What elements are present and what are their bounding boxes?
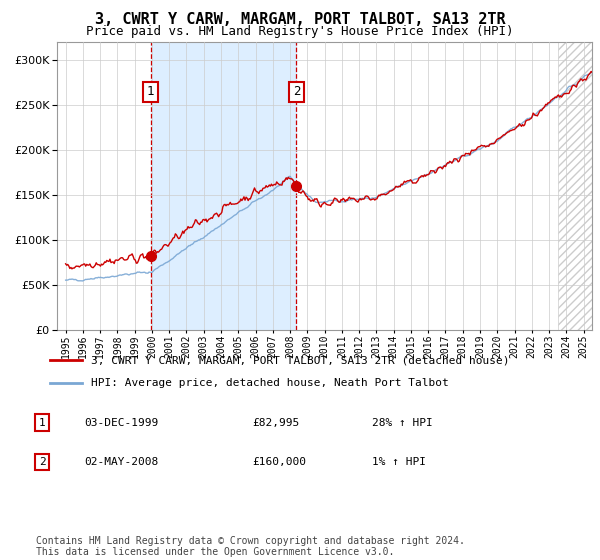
Text: 1: 1 — [147, 85, 154, 98]
Text: HPI: Average price, detached house, Neath Port Talbot: HPI: Average price, detached house, Neat… — [91, 378, 448, 388]
Text: £82,995: £82,995 — [252, 418, 299, 428]
Text: 1% ↑ HPI: 1% ↑ HPI — [372, 457, 426, 467]
Text: £160,000: £160,000 — [252, 457, 306, 467]
Text: 2: 2 — [293, 85, 300, 98]
Text: 28% ↑ HPI: 28% ↑ HPI — [372, 418, 433, 428]
Text: 3, CWRT Y CARW, MARGAM, PORT TALBOT, SA13 2TR (detached house): 3, CWRT Y CARW, MARGAM, PORT TALBOT, SA1… — [91, 355, 509, 365]
Text: 3, CWRT Y CARW, MARGAM, PORT TALBOT, SA13 2TR: 3, CWRT Y CARW, MARGAM, PORT TALBOT, SA1… — [95, 12, 505, 27]
Bar — [151, 42, 296, 330]
Text: 1: 1 — [38, 418, 46, 428]
Text: Contains HM Land Registry data © Crown copyright and database right 2024.
This d: Contains HM Land Registry data © Crown c… — [36, 535, 465, 557]
Text: Price paid vs. HM Land Registry's House Price Index (HPI): Price paid vs. HM Land Registry's House … — [86, 25, 514, 38]
Bar — [557, 42, 592, 330]
Text: 2: 2 — [38, 457, 46, 467]
Text: 03-DEC-1999: 03-DEC-1999 — [84, 418, 158, 428]
Text: 02-MAY-2008: 02-MAY-2008 — [84, 457, 158, 467]
